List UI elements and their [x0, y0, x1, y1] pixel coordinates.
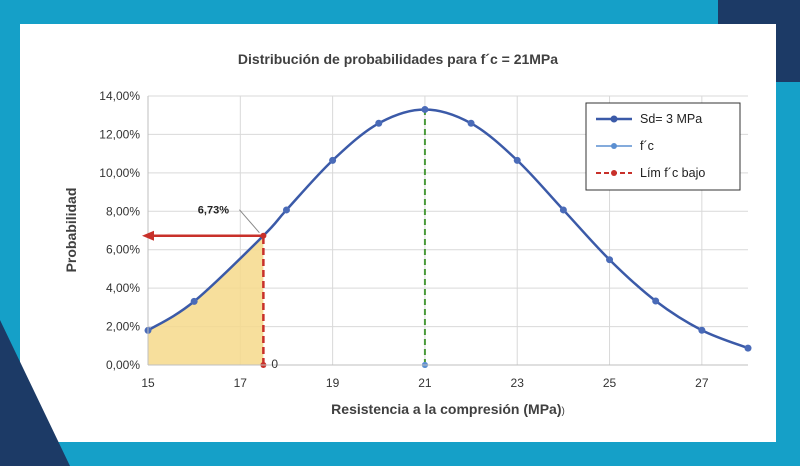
callout-leader-line [239, 209, 260, 234]
data-point [698, 326, 706, 334]
x-axis-title: Resistencia a la compresión (MPa)) [331, 401, 565, 417]
chart-card [20, 24, 776, 442]
legend-label-limit: Lím f´c bajo [640, 166, 705, 180]
legend-item-limit: Lím f´c bajo [596, 166, 705, 180]
x-tick-label: 25 [603, 376, 617, 390]
tick-labels: 0,00% 2,00% 4,00% 6,00% 8,00% 10,00% 12,00% 14,… [99, 89, 709, 390]
zero-label: 0 [271, 357, 278, 371]
x-tick-label: 21 [418, 376, 432, 390]
y-tick-label: 6,00% [106, 243, 140, 257]
y-tick-label: 12,00% [99, 127, 140, 141]
data-point [329, 156, 337, 164]
y-tick-label: 4,00% [106, 281, 140, 295]
legend-marker-fc [611, 143, 617, 149]
chart-title: Distribución de probabilidades para f´c … [238, 51, 558, 67]
limit-arrow-head [142, 230, 154, 241]
legend-item-fc: f´c [596, 139, 654, 153]
data-point [190, 297, 198, 305]
y-tick-label: 14,00% [99, 89, 140, 103]
legend-label-fc: f´c [640, 139, 654, 153]
x-tick-label: 19 [326, 376, 340, 390]
x-tick-label: 23 [511, 376, 525, 390]
callout-label: 6,73% [198, 205, 229, 217]
legend-marker-limit [611, 170, 617, 176]
legend-marker-sd [610, 115, 618, 123]
data-point [375, 119, 383, 127]
y-axis-title: Probabilidad [63, 188, 79, 273]
data-point [652, 297, 660, 305]
y-tick-label: 0,00% [106, 358, 140, 372]
data-point [421, 105, 429, 113]
y-tick-label: 2,00% [106, 320, 140, 334]
data-point [606, 256, 614, 264]
x-tick-label: 15 [141, 376, 155, 390]
shaded-area-below-limit [148, 235, 264, 365]
legend-item-sd: Sd= 3 MPa [596, 112, 702, 126]
data-point [559, 206, 567, 214]
data-point [744, 344, 752, 352]
x-tick-label: 17 [234, 376, 248, 390]
data-point [282, 206, 290, 214]
legend: Sd= 3 MPa f´c Lím f´c bajo [585, 102, 741, 191]
y-tick-label: 8,00% [106, 204, 140, 218]
axes [147, 96, 748, 366]
callout-annotation: 6,73% 0 [142, 205, 278, 371]
data-point [513, 156, 521, 164]
x-tick-label: 27 [695, 376, 709, 390]
data-point [467, 119, 475, 127]
y-tick-label: 10,00% [99, 166, 140, 180]
legend-label-sd: Sd= 3 MPa [640, 112, 702, 126]
